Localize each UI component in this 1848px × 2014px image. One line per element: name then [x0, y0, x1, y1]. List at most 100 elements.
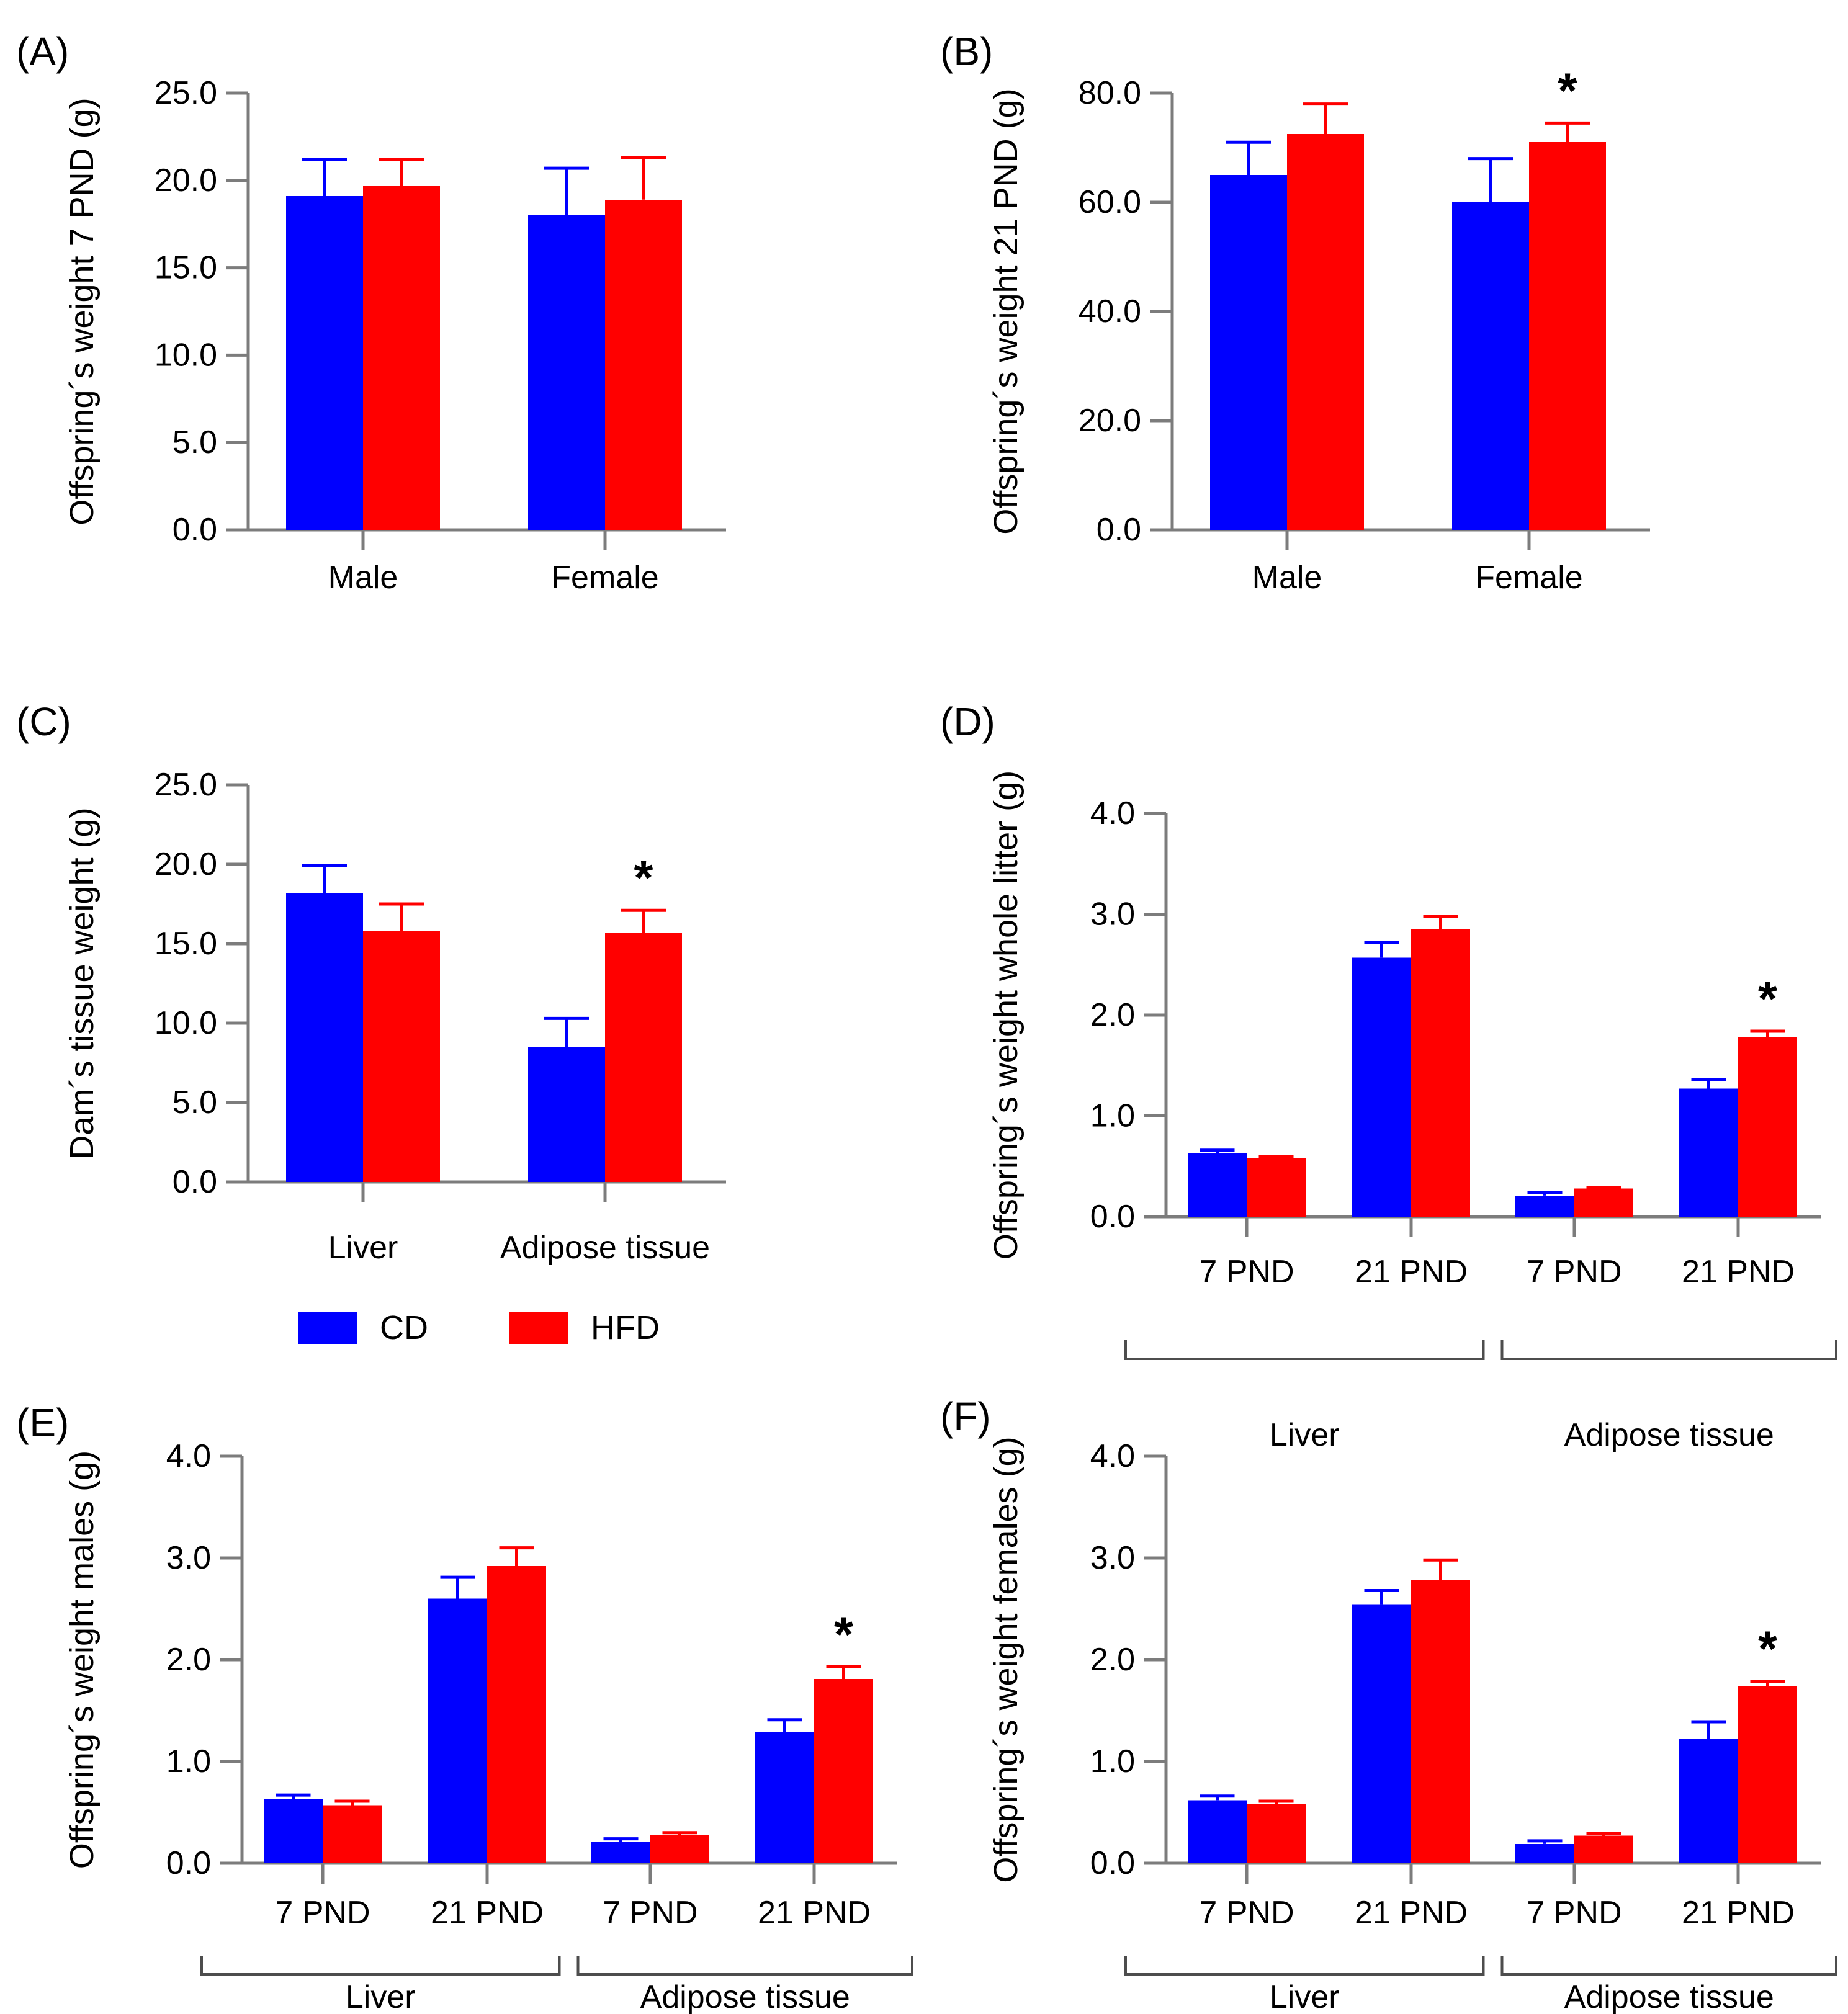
bar-cd-0	[1210, 175, 1287, 530]
bar-cd-1	[528, 215, 605, 530]
category-label: Adipose tissue	[500, 1230, 710, 1266]
category-label: 21 PND	[431, 1895, 544, 1931]
category-label: 7 PND	[1527, 1254, 1621, 1290]
bar-cd-0	[286, 893, 363, 1182]
bar-cd-1	[1352, 1604, 1411, 1863]
y-tick-label: 0.0	[166, 1845, 211, 1881]
y-tick-label: 3.0	[166, 1540, 211, 1576]
significance-asterisk: *	[1558, 63, 1577, 118]
y-axis-label: Offspring´s weight 21 PND (g)	[987, 88, 1025, 534]
y-tick-label: 20.0	[155, 846, 217, 882]
y-tick-label: 40.0	[1079, 293, 1141, 329]
bar-cd-1	[528, 1047, 605, 1182]
y-axis-label: Offspring´s weight 7 PND (g)	[63, 97, 101, 525]
bar-hfd-0	[323, 1805, 382, 1863]
y-tick-label: 15.0	[155, 926, 217, 962]
legend-label-hfd: HFD	[591, 1309, 660, 1346]
bar-cd-2	[1515, 1195, 1574, 1217]
y-tick-label: 3.0	[1090, 1540, 1135, 1576]
bar-cd-1	[1452, 202, 1529, 530]
y-tick-label: 60.0	[1079, 184, 1141, 220]
bar-cd-2	[1515, 1843, 1574, 1863]
category-label: Male	[328, 560, 398, 596]
y-tick-label: 5.0	[173, 424, 217, 460]
y-tick-label: 10.0	[155, 337, 217, 373]
group-bracket	[576, 1956, 913, 1976]
group-label: Liver	[1270, 1417, 1340, 1453]
y-tick-label: 0.0	[1090, 1845, 1135, 1881]
bar-cd-0	[286, 196, 363, 530]
group-bracket	[1124, 1956, 1485, 1976]
y-tick-label: 2.0	[1090, 997, 1135, 1033]
bar-cd-1	[1352, 957, 1411, 1217]
bar-hfd-0	[1287, 134, 1364, 530]
y-tick-label: 0.0	[173, 1164, 217, 1200]
panel-letter: (C)	[16, 699, 71, 744]
panel-c: (C) Dam´s tissue weight (g) 0.0 5.0 10.0 15.0…	[0, 651, 924, 1371]
chart-e: (E) Offspring´s weight males (g) 0.0 1.0 2.0…	[16, 1400, 913, 2014]
y-tick-label: 25.0	[155, 75, 217, 111]
bar-hfd-0	[1247, 1158, 1306, 1217]
group-label: Adipose tissue	[1564, 1417, 1774, 1453]
bar-cd-3	[1679, 1739, 1738, 1863]
category-label: Female	[1475, 560, 1582, 596]
bar-cd-3	[755, 1732, 814, 1863]
legend-label-cd: CD	[380, 1309, 428, 1346]
category-label: 21 PND	[1682, 1895, 1795, 1931]
category-label: 7 PND	[1527, 1895, 1621, 1931]
category-label: Male	[1252, 560, 1322, 596]
bar-hfd-0	[1247, 1804, 1306, 1863]
legend-swatch-hfd	[509, 1312, 568, 1344]
y-axis-label: Offspring´s weight females (g)	[987, 1436, 1025, 1882]
panel-d: (D) Offspring´s weight whole litter (g) 0.…	[924, 645, 1848, 1464]
y-tick-label: 80.0	[1079, 75, 1141, 111]
y-tick-label: 5.0	[173, 1085, 217, 1121]
bar-hfd-3	[1738, 1686, 1797, 1863]
panel-f: (F) Offspring´s weight females (g) 0.0 1.0 2…	[924, 1371, 1848, 2014]
chart-a: (A) Offspring´s weight 7 PND (g) 0.0 5.0 10.…	[16, 29, 726, 596]
bar-hfd-0	[363, 186, 440, 530]
group-bracket	[200, 1956, 561, 1976]
bar-hfd-3	[814, 1679, 873, 1863]
category-label: 21 PND	[1355, 1254, 1468, 1290]
bar-hfd-0	[363, 931, 440, 1182]
chart-f: (F)Offspring´s weight females (g) 0.0 1.0 2…	[940, 1394, 1837, 2014]
panel-e: (E) Offspring´s weight males (g) 0.0 1.0 2.0…	[0, 1377, 924, 2014]
bar-hfd-3	[1738, 1037, 1797, 1217]
y-tick-label: 3.0	[1090, 897, 1135, 933]
bar-hfd-2	[1574, 1188, 1633, 1217]
group-label: Liver	[346, 1979, 416, 2014]
bar-hfd-1	[1411, 929, 1470, 1217]
bar-cd-1	[428, 1598, 487, 1863]
y-tick-label: 25.0	[155, 767, 217, 803]
group-bracket	[1500, 1340, 1837, 1360]
bar-cd-0	[1188, 1800, 1247, 1863]
y-axis-label: Offspring´s weight males (g)	[63, 1451, 101, 1869]
y-tick-label: 20.0	[1079, 403, 1141, 439]
panel-letter: (D)	[940, 699, 995, 744]
group-bracket	[1124, 1340, 1485, 1360]
y-axis-label: Offspring´s weight whole litter (g)	[987, 771, 1025, 1260]
panel-letter: (E)	[16, 1400, 69, 1445]
y-axis-label: Dam´s tissue weight (g)	[63, 807, 101, 1159]
group-label: Liver	[1270, 1979, 1340, 2014]
significance-asterisk: *	[1758, 1621, 1778, 1676]
category-label: 21 PND	[1355, 1895, 1468, 1931]
y-tick-label: 1.0	[1090, 1098, 1135, 1134]
bar-cd-3	[1679, 1088, 1738, 1217]
category-label: 21 PND	[1682, 1254, 1795, 1290]
bar-hfd-2	[650, 1835, 709, 1863]
group-label: Adipose tissue	[1564, 1979, 1774, 2014]
bar-hfd-1	[1411, 1580, 1470, 1863]
y-tick-label: 4.0	[1090, 1438, 1135, 1474]
y-tick-label: 20.0	[155, 163, 217, 199]
y-tick-label: 0.0	[173, 512, 217, 548]
panel-b: (B) Offspring´s weight 21 PND (g) 0.0 20.0 4…	[924, 0, 1848, 620]
chart-c: (C) Dam´s tissue weight (g) 0.0 5.0 10.0 15.0…	[16, 699, 726, 1346]
category-label: 7 PND	[1199, 1254, 1294, 1290]
y-tick-label: 10.0	[155, 1005, 217, 1041]
legend-swatch-cd	[298, 1312, 357, 1344]
y-tick-label: 0.0	[1097, 512, 1141, 548]
bar-hfd-1	[487, 1566, 546, 1863]
y-tick-label: 2.0	[1090, 1642, 1135, 1678]
